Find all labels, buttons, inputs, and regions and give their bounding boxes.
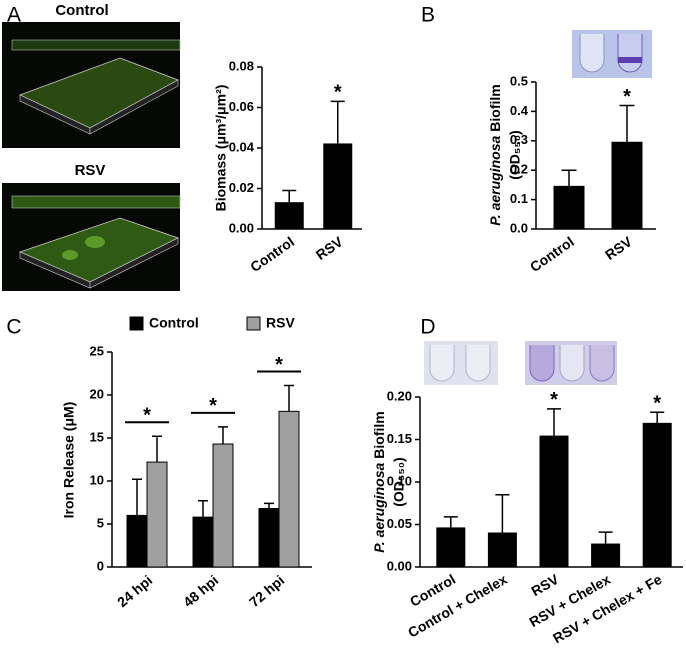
- y-tick-label: 15: [90, 429, 104, 444]
- error-bar: [264, 502, 274, 509]
- bar: [212, 443, 234, 568]
- error-bar: [218, 426, 228, 445]
- y-axis-label-text: Biofilm: [371, 411, 387, 458]
- error-bar: [598, 531, 613, 545]
- y-tick-label: 5: [97, 515, 104, 530]
- bar: [146, 461, 168, 568]
- x-tick-label: RSV: [313, 233, 346, 263]
- bar: [274, 202, 304, 230]
- bar: [278, 410, 300, 568]
- x-tick-label: RSV: [528, 571, 562, 600]
- y-tick-label: 0.2: [510, 162, 528, 177]
- error-bar: [282, 189, 297, 203]
- x-tick-label: Control: [527, 233, 577, 275]
- error-bar: [561, 169, 577, 187]
- y-tick-label: 0.04: [229, 139, 255, 154]
- significance-marker: *: [275, 354, 283, 376]
- y-axis-label: P. aeruginosa Biofilm: [487, 84, 503, 225]
- bar: [323, 143, 353, 230]
- legend-label: RSV: [266, 315, 295, 331]
- x-tick-label: Control: [247, 233, 297, 275]
- y-tick-label: 0.00: [229, 220, 254, 235]
- bar: [591, 543, 621, 568]
- y-tick-label: 0.1: [510, 191, 528, 206]
- panel-label: A: [7, 4, 21, 27]
- image-label: RSV: [75, 162, 106, 179]
- y-tick-label: 0.15: [387, 431, 412, 446]
- legend-swatch: [129, 316, 144, 331]
- bar: [126, 514, 148, 568]
- y-tick-label: 20: [90, 386, 104, 401]
- error-bar: [547, 408, 561, 437]
- error-bar: [443, 516, 458, 528]
- y-axis-label-unit: (OD₅₅₀): [507, 130, 523, 179]
- bar: [192, 516, 214, 568]
- x-tick-label: 48 hpi: [180, 572, 221, 610]
- significance-marker: *: [550, 389, 558, 411]
- legend-swatch: [246, 316, 261, 331]
- bar: [487, 532, 517, 568]
- significance-marker: *: [334, 82, 342, 104]
- y-axis-label-unit: (OD₅₅₀): [391, 457, 407, 506]
- y-tick-label: 25: [90, 343, 104, 358]
- x-tick-label: 72 hpi: [246, 572, 287, 610]
- error-bar: [330, 100, 345, 144]
- panel-label: D: [420, 316, 435, 339]
- bar: [539, 435, 569, 568]
- significance-marker: *: [653, 393, 661, 415]
- microscopy-control: [2, 22, 181, 148]
- significance-marker: *: [143, 405, 151, 427]
- error-bar: [198, 500, 208, 518]
- bar: [258, 508, 280, 568]
- panel-label: B: [421, 4, 435, 27]
- y-axis-label: P. aeruginosa Biofilm: [371, 411, 387, 552]
- error-bar: [132, 478, 142, 516]
- y-tick-label: 0.5: [510, 73, 528, 88]
- well-image-b: [572, 30, 652, 78]
- y-tick-label: 0: [97, 558, 104, 573]
- error-bar: [152, 435, 162, 463]
- y-axis-label-italic: P. aeruginosa: [487, 136, 503, 226]
- image-label: Control: [55, 2, 108, 19]
- y-tick-label: 0.06: [229, 99, 254, 114]
- y-axis-label-text: Biofilm: [487, 84, 503, 131]
- y-axis-label: Biomass (μm³/μm²): [213, 85, 229, 212]
- bar: [553, 185, 585, 230]
- y-axis-label: Iron Release (μM): [61, 402, 77, 519]
- y-tick-label: 0.08: [229, 58, 254, 73]
- x-tick-label: RSV: [602, 233, 635, 263]
- y-tick-label: 0.10: [387, 473, 412, 488]
- y-axis-label-italic: P. aeruginosa: [371, 463, 387, 553]
- y-tick-label: 0.3: [510, 132, 528, 147]
- error-bar: [284, 384, 294, 412]
- panel-label: C: [6, 316, 21, 339]
- error-bar: [495, 494, 510, 533]
- y-tick-label: 0.00: [387, 558, 412, 573]
- y-tick-label: 10: [90, 472, 104, 487]
- bar: [642, 422, 672, 568]
- y-tick-label: 0.20: [387, 388, 412, 403]
- well-image-d: [424, 341, 617, 385]
- microscopy-rsv: [2, 183, 181, 291]
- error-bar: [619, 104, 635, 143]
- bar: [436, 527, 466, 568]
- bar: [611, 141, 643, 230]
- significance-marker: *: [623, 86, 631, 108]
- y-tick-label: 0.4: [510, 103, 529, 118]
- significance-marker: *: [209, 395, 217, 417]
- legend-label: Control: [149, 315, 199, 331]
- y-tick-label: 0.02: [229, 180, 254, 195]
- error-bar: [650, 411, 665, 424]
- y-tick-label: 0.05: [387, 516, 412, 531]
- x-tick-label: 24 hpi: [114, 572, 155, 610]
- y-tick-label: 0.0: [510, 220, 528, 235]
